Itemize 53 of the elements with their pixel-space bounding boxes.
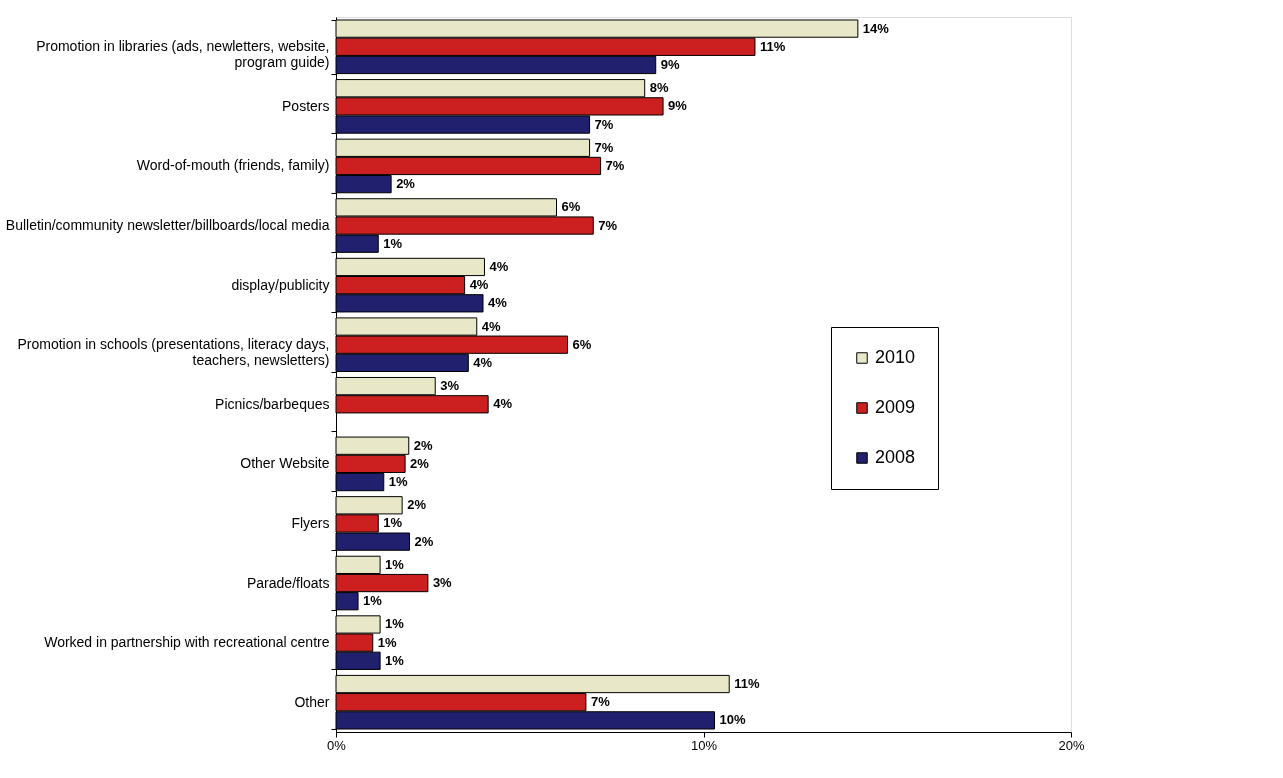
data-label: 1%	[383, 515, 403, 531]
y-tick-label: Word-of-mouth (friends, family)	[136, 157, 330, 174]
data-label: 4%	[481, 318, 501, 334]
data-label: 7%	[598, 217, 618, 233]
legend-label: 2008	[875, 447, 916, 467]
data-label: 1%	[385, 652, 405, 668]
data-label: 7%	[594, 116, 614, 132]
data-label: 1%	[363, 593, 383, 609]
data-label: 1%	[385, 616, 405, 632]
data-label: 2%	[413, 437, 433, 453]
y-tick-label: Picnics/barbeques	[215, 395, 330, 412]
y-tick-label: Parade/floats	[247, 574, 330, 591]
data-label: 2%	[410, 455, 430, 471]
data-label: 3%	[440, 378, 460, 394]
legend-label: 2010	[875, 347, 916, 367]
data-label: 1%	[385, 556, 405, 572]
y-tick-label: Promotion in schools (presentations, literacy days, teachers, newsletters)	[17, 336, 330, 369]
data-label: 11%	[759, 38, 786, 54]
data-label: 4%	[489, 258, 509, 274]
x-tick-label: 0%	[327, 737, 347, 753]
data-label: 2%	[396, 176, 416, 192]
y-tick-label: display/publicity	[231, 276, 330, 293]
data-label: 11%	[734, 676, 760, 692]
data-label: 6%	[572, 336, 592, 352]
data-label: 7%	[594, 139, 614, 155]
data-label: 10%	[719, 712, 746, 728]
x-tick-label: 20%	[1058, 737, 1085, 753]
data-label: 9%	[668, 98, 688, 114]
y-tick-label: Bulletin/community newsletter/billboards/local media	[5, 217, 330, 234]
data-label: 2%	[407, 497, 427, 513]
data-label: 4%	[488, 295, 508, 311]
data-label: 4%	[473, 354, 493, 370]
y-tick-label: Other	[294, 693, 330, 710]
data-label: 4%	[493, 396, 513, 412]
data-label: 9%	[660, 56, 680, 72]
data-label: 1%	[377, 634, 397, 650]
y-tick-label: Other Website	[240, 455, 330, 472]
data-label: 7%	[590, 694, 611, 710]
data-label: 4%	[469, 277, 489, 293]
data-label: 1%	[383, 235, 403, 251]
data-label: 14%	[862, 20, 890, 36]
x-tick-label: 10%	[690, 737, 718, 753]
y-tick-label: Flyers	[291, 514, 330, 531]
data-label: 1%	[388, 474, 408, 490]
legend-label: 2009	[875, 397, 916, 417]
y-tick-label: Promotion in libraries (ads, newletters, website, program guide)	[36, 38, 330, 71]
data-label: 7%	[605, 157, 625, 173]
y-tick-label: Worked in partnership with recreational centre	[44, 634, 330, 651]
data-label: 8%	[649, 80, 669, 96]
y-tick-label: Posters	[282, 97, 330, 114]
data-label: 6%	[561, 199, 581, 215]
data-label: 3%	[432, 575, 453, 591]
data-label: 2%	[414, 533, 434, 549]
